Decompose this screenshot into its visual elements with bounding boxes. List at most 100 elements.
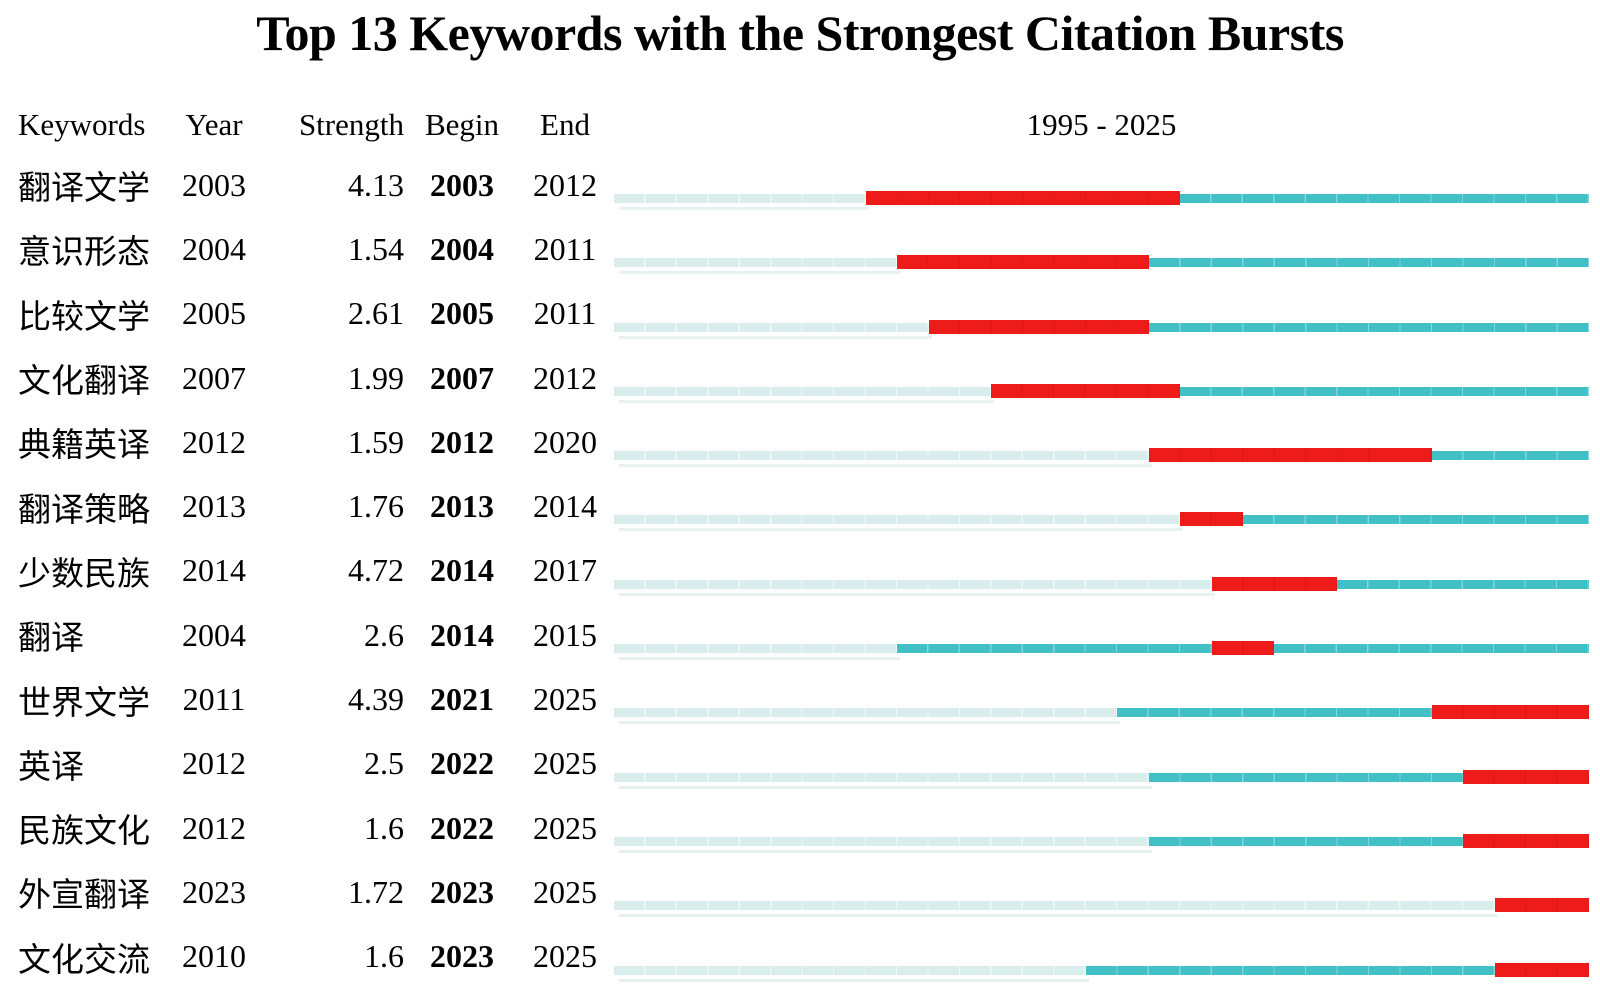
pre-keyword-segment xyxy=(614,644,901,661)
table-row: 文化交流 2010 1.6 2023 2025 xyxy=(0,925,1600,989)
year-cell: 2010 xyxy=(182,938,246,975)
year-cell: 2004 xyxy=(182,616,246,653)
table-row: 外宣翻译 2023 1.72 2023 2025 xyxy=(0,860,1600,924)
pre-keyword-segment xyxy=(614,322,932,339)
year-cell: 2012 xyxy=(182,809,246,846)
table-row: 世界文学 2011 4.39 2021 2025 xyxy=(0,667,1600,731)
year-cell: 2012 xyxy=(182,745,246,782)
end-cell: 2025 xyxy=(533,745,597,782)
strength-cell: 2.5 xyxy=(364,745,404,782)
table-header: Keywords Year Strength Begin End 1995 - … xyxy=(0,105,1600,145)
strength-cell: 1.76 xyxy=(348,488,404,525)
pre-keyword-segment xyxy=(614,836,1152,853)
end-cell: 2025 xyxy=(533,681,597,718)
end-cell: 2025 xyxy=(533,809,597,846)
year-cell: 2014 xyxy=(182,552,246,589)
active-segment xyxy=(1180,194,1589,203)
pre-keyword-segment xyxy=(614,194,869,210)
end-cell: 2011 xyxy=(533,295,597,332)
timeline-bar xyxy=(614,833,1589,853)
keyword-cell: 外宣翻译 xyxy=(18,878,150,915)
end-cell: 2014 xyxy=(533,488,597,525)
begin-cell: 2014 xyxy=(430,616,494,653)
year-cell: 2011 xyxy=(182,681,246,718)
table-row: 民族文化 2012 1.6 2022 2025 xyxy=(0,796,1600,860)
begin-cell: 2023 xyxy=(430,938,494,975)
begin-cell: 2005 xyxy=(430,295,494,332)
burst-segment xyxy=(1463,833,1589,848)
begin-cell: 2004 xyxy=(430,230,494,267)
col-header-keywords: Keywords xyxy=(18,107,146,142)
table-row: 文化翻译 2007 1.99 2007 2012 xyxy=(0,346,1600,410)
table-row: 意识形态 2004 1.54 2004 2011 xyxy=(0,217,1600,281)
col-header-end: End xyxy=(540,107,590,142)
pre-keyword-segment xyxy=(614,772,1152,789)
strength-cell: 1.99 xyxy=(348,359,404,396)
chart-title: Top 13 Keywords with the Strongest Citat… xyxy=(256,5,1344,61)
pre-keyword-segment xyxy=(614,579,1215,596)
active-segment xyxy=(1180,386,1589,396)
burst-segment xyxy=(865,191,1181,205)
table-row: 典籍英译 2012 1.59 2012 2020 xyxy=(0,410,1600,474)
burst-segment xyxy=(1211,576,1338,591)
strength-cell: 4.13 xyxy=(348,166,404,203)
strength-cell: 2.61 xyxy=(348,295,404,332)
burst-segment xyxy=(897,255,1149,270)
pre-keyword-segment xyxy=(614,901,1498,918)
timeline-bar xyxy=(614,898,1589,918)
keyword-cell: 翻译策略 xyxy=(18,492,150,529)
active-segment xyxy=(1274,644,1589,654)
end-cell: 2015 xyxy=(533,616,597,653)
keyword-cell: 少数民族 xyxy=(18,556,150,593)
active-segment xyxy=(1243,515,1589,525)
pre-keyword-segment xyxy=(614,451,1152,468)
keyword-cell: 比较文学 xyxy=(18,299,150,336)
active-segment xyxy=(1148,258,1589,268)
timeline-bar xyxy=(614,191,1589,210)
col-header-year: Year xyxy=(185,107,243,142)
timeline-bar xyxy=(614,319,1589,339)
end-cell: 2017 xyxy=(533,552,597,589)
keyword-cell: 意识形态 xyxy=(18,235,150,272)
strength-cell: 4.72 xyxy=(348,552,404,589)
timeline-bar xyxy=(614,383,1589,403)
table-row: 少数民族 2014 4.72 2014 2017 xyxy=(0,539,1600,603)
begin-cell: 2007 xyxy=(430,359,494,396)
begin-cell: 2012 xyxy=(430,423,494,460)
timeline-bar xyxy=(614,769,1589,789)
col-header-begin: Begin xyxy=(424,107,500,142)
timeline-bar xyxy=(614,962,1589,982)
end-cell: 2012 xyxy=(533,166,597,203)
begin-cell: 2022 xyxy=(430,809,494,846)
timeline-bar xyxy=(614,641,1589,661)
strength-cell: 1.72 xyxy=(348,873,404,910)
active-segment xyxy=(1337,579,1589,589)
pre-keyword-segment xyxy=(614,386,995,403)
keyword-cell: 翻译文学 xyxy=(18,171,150,208)
pre-keyword-segment xyxy=(614,965,1089,982)
end-cell: 2012 xyxy=(533,359,597,396)
burst-segment xyxy=(1431,705,1589,720)
end-cell: 2025 xyxy=(533,873,597,910)
timeline-bar xyxy=(614,448,1589,468)
year-cell: 2012 xyxy=(182,423,246,460)
active-segment xyxy=(1431,451,1589,461)
begin-cell: 2014 xyxy=(430,552,494,589)
begin-cell: 2023 xyxy=(430,873,494,910)
keyword-cell: 世界文学 xyxy=(18,685,150,722)
table-row: 翻译策略 2013 1.76 2013 2014 xyxy=(0,474,1600,538)
strength-cell: 1.6 xyxy=(364,938,404,975)
burst-segment xyxy=(1494,898,1589,913)
burst-segment xyxy=(1463,769,1589,784)
active-segment xyxy=(897,644,1212,654)
timeline-range-label: 1995 - 2025 xyxy=(1026,107,1177,142)
burst-segment xyxy=(1494,962,1589,977)
end-cell: 2025 xyxy=(533,938,597,975)
pre-keyword-segment xyxy=(614,258,901,275)
begin-cell: 2003 xyxy=(430,166,494,203)
keyword-cell: 文化翻译 xyxy=(18,364,150,401)
strength-cell: 1.59 xyxy=(348,423,404,460)
table-row: 比较文学 2005 2.61 2005 2011 xyxy=(0,282,1600,346)
timeline-bar xyxy=(614,512,1589,532)
pre-keyword-segment xyxy=(614,708,1121,725)
